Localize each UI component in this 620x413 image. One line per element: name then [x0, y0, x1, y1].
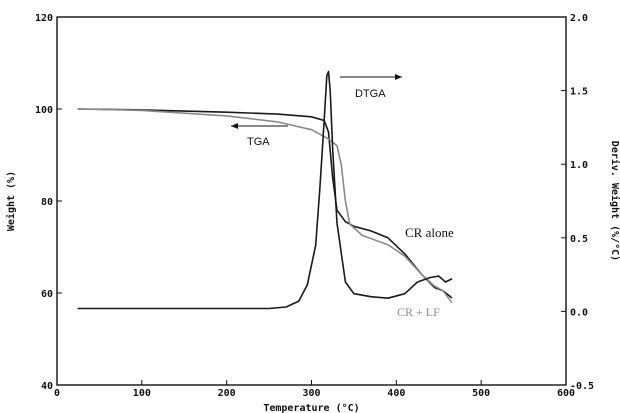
y-left-tick-label: 80: [41, 197, 53, 208]
y-left-tick-label: 40: [41, 381, 53, 392]
plot-frame: [56, 16, 567, 386]
series-line-dtga: [77, 70, 453, 310]
annotation-dtga: DTGA: [355, 88, 386, 100]
x-tick-label: 400: [387, 388, 405, 399]
y-right-tick-label: 2.0: [570, 13, 588, 24]
y-left-tick-label: 100: [35, 105, 53, 116]
annotation-dtga-arrowhead: [395, 74, 402, 80]
x-tick-label: 100: [133, 388, 151, 399]
y-right-tick-label: 0.0: [570, 307, 588, 318]
annotation-cr-lf: CR + LF: [397, 305, 440, 319]
x-tick-label: 0: [54, 388, 60, 399]
y-right-tick-label: 0.5: [570, 234, 588, 245]
x-axis-title: Temperature (°C): [263, 403, 359, 413]
x-tick-label: 500: [472, 388, 490, 399]
y-left-tick-label: 60: [41, 289, 53, 300]
y-left-tick-label: 120: [35, 13, 53, 24]
y-right-axis-title: Deriv. Weight (%/°C): [609, 141, 620, 261]
y-left-axis-title: Weight (%): [5, 171, 17, 231]
annotation-tga-arrowhead: [231, 123, 238, 129]
x-tick-label: 200: [218, 388, 236, 399]
annotation-tga: TGA: [247, 136, 270, 148]
y-right-tick-label: 1.5: [570, 87, 588, 98]
x-tick-label: 600: [557, 388, 575, 399]
x-tick-label: 300: [302, 388, 320, 399]
y-right-tick-label: -0.5: [570, 381, 594, 392]
y-right-tick-label: 1.0: [570, 160, 588, 171]
annotation-cr-alone: CR alone: [405, 225, 454, 240]
